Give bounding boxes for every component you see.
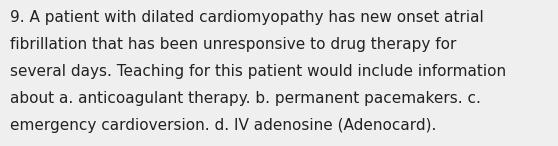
- Text: fibrillation that has been unresponsive to drug therapy for: fibrillation that has been unresponsive …: [10, 37, 456, 52]
- Text: emergency cardioversion. d. IV adenosine (Adenocard).: emergency cardioversion. d. IV adenosine…: [10, 118, 436, 133]
- Text: about a. anticoagulant therapy. b. permanent pacemakers. c.: about a. anticoagulant therapy. b. perma…: [10, 91, 481, 106]
- Text: several days. Teaching for this patient would include information: several days. Teaching for this patient …: [10, 64, 506, 79]
- Text: 9. A patient with dilated cardiomyopathy has new onset atrial: 9. A patient with dilated cardiomyopathy…: [10, 10, 484, 25]
